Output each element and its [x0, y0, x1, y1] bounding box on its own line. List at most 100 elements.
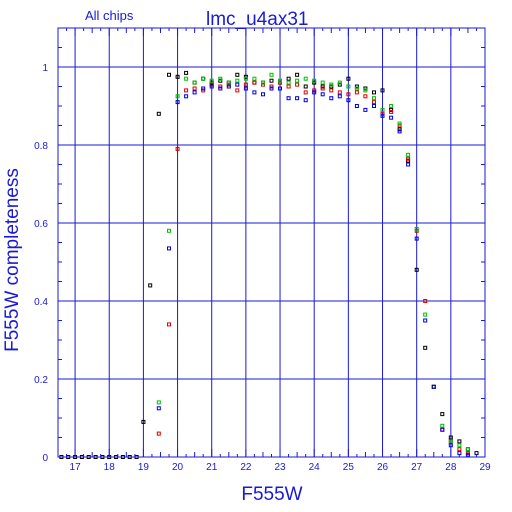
data-point — [295, 78, 300, 83]
data-point — [184, 94, 189, 99]
data-point — [320, 92, 325, 97]
data-point — [423, 345, 428, 350]
x-tick-label: 27 — [411, 462, 423, 473]
y-tick-label: 0.2 — [34, 375, 48, 386]
data-point — [156, 111, 161, 116]
data-point — [261, 80, 265, 85]
data-point — [192, 80, 197, 85]
data-point — [414, 267, 419, 272]
data-point — [175, 100, 180, 105]
chart-subtitle: All chips — [85, 8, 134, 23]
data-point — [363, 94, 368, 99]
y-tick-label: 0.6 — [34, 219, 48, 230]
data-point — [167, 228, 171, 233]
data-point — [141, 419, 146, 424]
data-point — [397, 129, 402, 134]
data-point — [286, 96, 291, 101]
data-point — [380, 107, 385, 112]
y-tick-label: 0 — [42, 453, 48, 464]
data-point — [372, 90, 376, 95]
data-point — [320, 86, 325, 91]
data-point — [448, 443, 453, 448]
data-point — [440, 423, 445, 428]
x-tick-label: 28 — [445, 462, 457, 473]
data-point — [372, 96, 376, 101]
data-point — [209, 78, 214, 83]
data-point — [175, 74, 180, 79]
data-point — [175, 94, 180, 99]
data-point — [201, 76, 206, 81]
data-point — [218, 76, 223, 81]
x-tick-label: 25 — [343, 462, 355, 473]
x-tick-label: 21 — [206, 462, 218, 473]
data-point — [346, 84, 351, 89]
data-point — [235, 82, 240, 87]
data-point — [406, 152, 411, 157]
data-point — [337, 90, 342, 95]
data-point — [465, 447, 470, 452]
data-point — [354, 86, 359, 91]
data-point — [337, 94, 342, 99]
data-point — [286, 76, 291, 81]
data-point — [406, 156, 411, 161]
data-point — [380, 88, 385, 93]
data-point — [278, 86, 282, 91]
y-tick-label: 0.4 — [34, 297, 48, 308]
data-point — [148, 283, 153, 288]
data-point — [286, 84, 291, 89]
x-tick-label: 24 — [309, 462, 321, 473]
x-tick-label: 26 — [377, 462, 389, 473]
data-point — [312, 90, 317, 95]
data-point — [440, 427, 445, 432]
data-point — [457, 443, 462, 448]
data-point — [192, 90, 197, 95]
data-point — [363, 107, 368, 112]
data-point — [167, 322, 171, 327]
data-point — [457, 447, 462, 452]
y-tick-label: 1 — [42, 63, 48, 74]
data-point — [389, 109, 394, 114]
x-tick-label: 19 — [138, 462, 150, 473]
data-point — [346, 92, 351, 97]
data-point — [372, 100, 376, 105]
data-point — [329, 82, 334, 87]
data-point — [389, 104, 394, 108]
data-point — [218, 86, 223, 91]
x-tick-label: 22 — [240, 462, 252, 473]
data-point — [252, 80, 257, 85]
data-point — [414, 236, 419, 241]
chart-title: lmc_u4ax31 — [206, 9, 308, 30]
y-axis-label: F555W completeness — [2, 168, 23, 352]
data-point — [380, 113, 385, 118]
y-tick-label: 0.8 — [34, 141, 48, 152]
data-point — [303, 98, 308, 103]
data-point — [167, 246, 171, 251]
data-point — [156, 400, 161, 405]
data-point — [329, 88, 334, 93]
data-point — [457, 439, 462, 444]
data-point — [406, 162, 411, 167]
data-point — [448, 439, 453, 444]
data-point — [295, 82, 300, 87]
data-point — [423, 312, 428, 317]
data-point — [269, 78, 274, 83]
data-point — [423, 299, 428, 303]
data-point — [252, 76, 257, 81]
x-tick-label: 23 — [274, 462, 286, 473]
data-point — [209, 84, 214, 89]
data-point — [346, 98, 351, 103]
data-point — [175, 146, 180, 151]
data-point — [303, 76, 308, 81]
data-point — [312, 78, 317, 83]
data-point — [261, 92, 265, 97]
x-tick-label: 18 — [104, 462, 116, 473]
data-point — [167, 72, 171, 77]
data-point — [201, 86, 206, 91]
data-point — [252, 90, 257, 95]
data-point — [346, 76, 351, 81]
data-point — [372, 104, 376, 108]
data-point — [354, 104, 359, 108]
data-point — [303, 90, 308, 95]
